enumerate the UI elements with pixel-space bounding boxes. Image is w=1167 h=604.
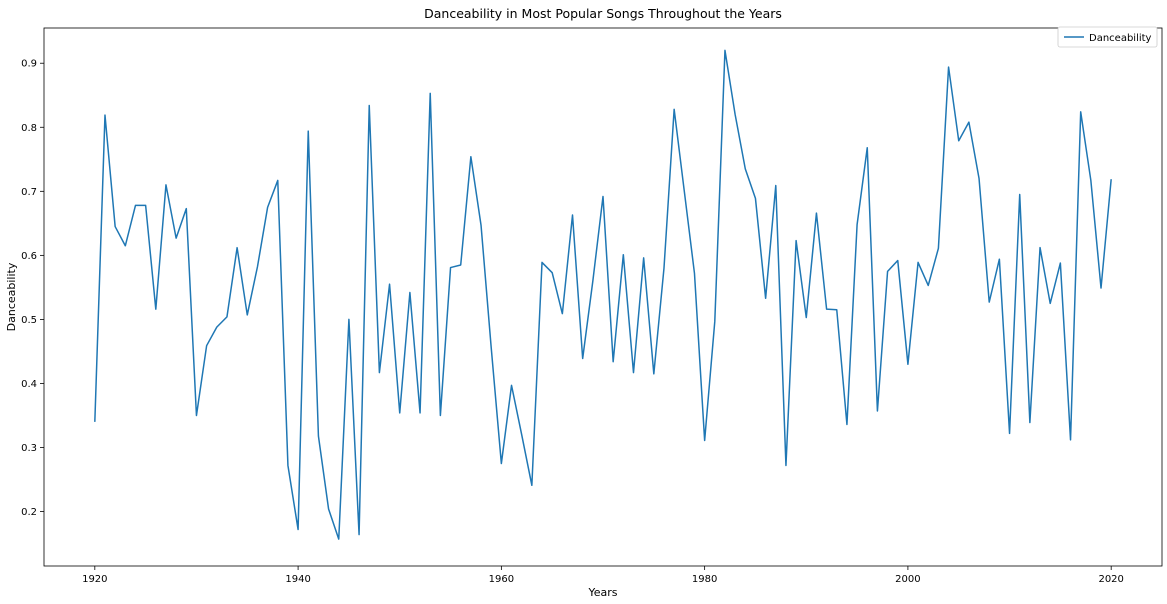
y-tick-label: 0.8 <box>21 123 37 134</box>
x-tick-label: 1940 <box>285 574 310 585</box>
y-tick-label: 0.7 <box>21 187 37 198</box>
y-axis-ticks: 0.2 0.3 0.4 0.5 0.6 0.7 0.8 0.9 <box>21 59 44 518</box>
y-axis-label: Danceability <box>5 262 18 331</box>
x-tick-label: 2000 <box>895 574 920 585</box>
x-tick-label: 1960 <box>489 574 514 585</box>
plot-frame <box>43 27 1163 567</box>
x-tick-label: 1920 <box>82 574 107 585</box>
legend: Danceability <box>1057 26 1158 48</box>
x-axis-ticks: 1920 1940 1960 1980 2000 2020 <box>82 566 1124 585</box>
x-tick-label: 2020 <box>1098 574 1123 585</box>
y-tick-label: 0.9 <box>21 59 37 70</box>
y-tick-label: 0.6 <box>21 251 37 262</box>
x-axis-label: Years <box>587 586 617 599</box>
y-tick-label: 0.3 <box>21 443 37 454</box>
series-line-danceability <box>94 49 1112 540</box>
legend-box <box>1057 26 1158 48</box>
y-tick-label: 0.2 <box>21 507 37 518</box>
legend-label-danceability: Danceability <box>1089 33 1152 44</box>
y-tick-label: 0.4 <box>21 379 37 390</box>
y-tick-label: 0.5 <box>21 315 37 326</box>
chart-title: Danceability in Most Popular Songs Throu… <box>424 6 782 21</box>
series-group <box>94 49 1112 540</box>
x-tick-label: 1980 <box>692 574 717 585</box>
